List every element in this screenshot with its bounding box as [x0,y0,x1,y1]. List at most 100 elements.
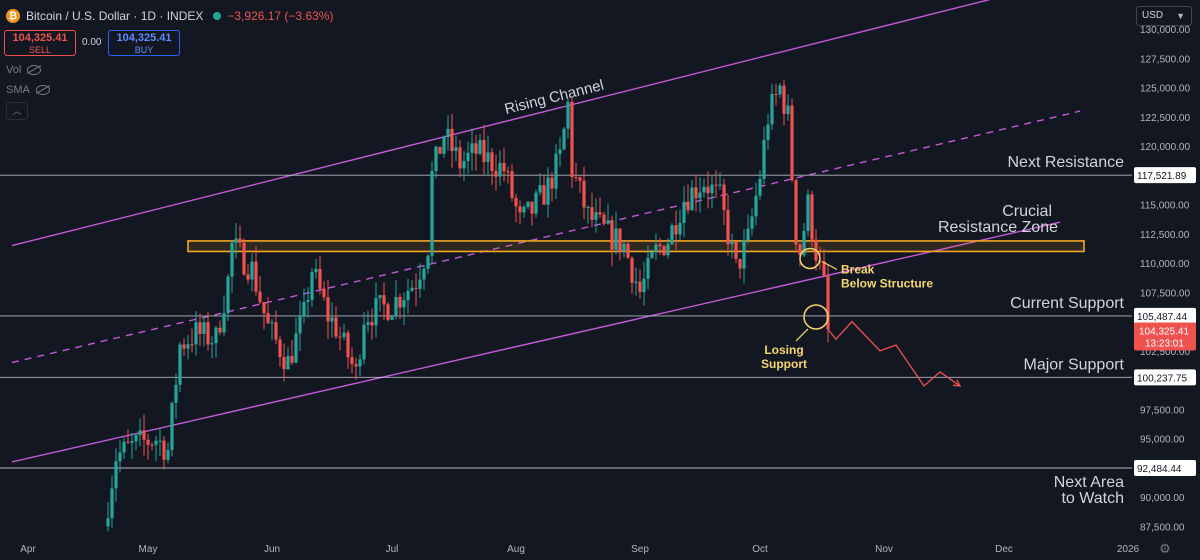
candle [614,211,618,255]
candle-body [314,268,318,273]
candle [150,442,154,451]
candle-body [422,268,426,280]
candle-body [450,128,454,152]
candle [194,311,198,356]
candle-body [546,177,550,205]
x-tick-label: Dec [995,544,1013,555]
candle [590,192,594,228]
x-tick-label: Aug [507,544,525,555]
sell-button[interactable]: 104,325.41 SELL [4,30,76,56]
collapse-indicators-button[interactable]: ︿ [6,102,28,120]
indicator-sma[interactable]: SMA [6,84,50,96]
channel-upper-line [11,0,991,247]
candle-body [362,324,366,360]
candle-body [562,128,566,150]
candle-body [346,332,350,358]
candle [562,126,566,151]
candle-body [318,268,322,289]
candle [214,325,218,358]
y-tick-label: 90,000.00 [1140,493,1185,504]
candle-body [126,441,130,443]
candle [622,241,626,258]
candle [674,210,678,250]
candle [326,279,330,339]
candle-body [594,212,598,220]
candle [126,429,130,444]
candle-body [342,332,346,337]
candle-body [274,322,278,340]
candle-body [674,225,678,235]
candle [206,312,210,351]
candle-body [622,243,626,252]
candle-body [582,180,586,208]
break-label: Below Structure [841,276,933,290]
candle [626,239,630,259]
candle-body [662,246,666,256]
candle [610,215,614,267]
eye-hidden-icon[interactable] [27,65,42,75]
candle [122,437,126,460]
candle-body [266,313,270,324]
candle-body [646,257,650,279]
buy-button[interactable]: 104,325.41 BUY [108,30,180,56]
candle [462,151,466,182]
candle [354,357,358,380]
candle [722,178,726,226]
candle-body [454,147,458,152]
candle-body [826,275,830,330]
resistance-zone-label: Crucial [1002,203,1052,220]
gear-icon[interactable]: ⚙ [1159,541,1171,556]
candle-body [326,297,330,322]
candle [726,195,730,256]
candle-body [234,238,238,243]
candle [510,164,514,202]
symbol-title[interactable]: Bitcoin / U.S. Dollar · 1D · INDEX [26,9,204,23]
candle [658,237,662,255]
candle [290,339,294,366]
candle-body [726,209,730,245]
candle [694,174,698,212]
candle-body [686,201,690,211]
currency-select[interactable]: USD ▼ [1136,6,1192,26]
candle-body [230,242,234,277]
candle [742,229,746,284]
candle-body [366,322,370,325]
candle [302,288,306,324]
break-circle [799,247,821,270]
candle [650,249,654,260]
eye-hidden-icon[interactable] [35,85,50,95]
candle-body [598,212,602,215]
x-tick-label: Apr [20,544,36,555]
y-tick-label: 102,500.00 [1140,347,1190,358]
indicator-vol[interactable]: Vol [6,64,42,76]
candle [386,301,390,322]
buy-price: 104,325.41 [116,32,172,44]
candle-body [770,93,774,125]
candle-body [714,184,718,186]
candle [686,184,690,214]
candle [666,238,670,259]
candle-body [118,452,122,462]
candle-body [110,488,114,519]
buy-label: BUY [134,45,154,55]
candle [618,227,622,261]
x-tick-label: 2026 [1117,544,1140,555]
candle [602,211,606,226]
candle-body [146,439,150,445]
resistance-zone-label: Resistance Zone [938,219,1058,236]
current-price-tag-text: 104,325.41 [1139,327,1189,338]
current-price-tag [1134,322,1196,351]
candle [374,282,378,338]
candle [390,314,394,321]
candle [826,264,830,343]
candle-body [574,177,578,179]
candle-body [670,225,674,245]
candle [222,295,226,337]
y-tick-label: 122,500.00 [1140,113,1190,124]
candle [714,170,718,199]
candle [566,97,570,139]
candle [402,292,406,325]
candle [758,170,762,201]
y-tick-label: 115,000.00 [1140,201,1190,212]
